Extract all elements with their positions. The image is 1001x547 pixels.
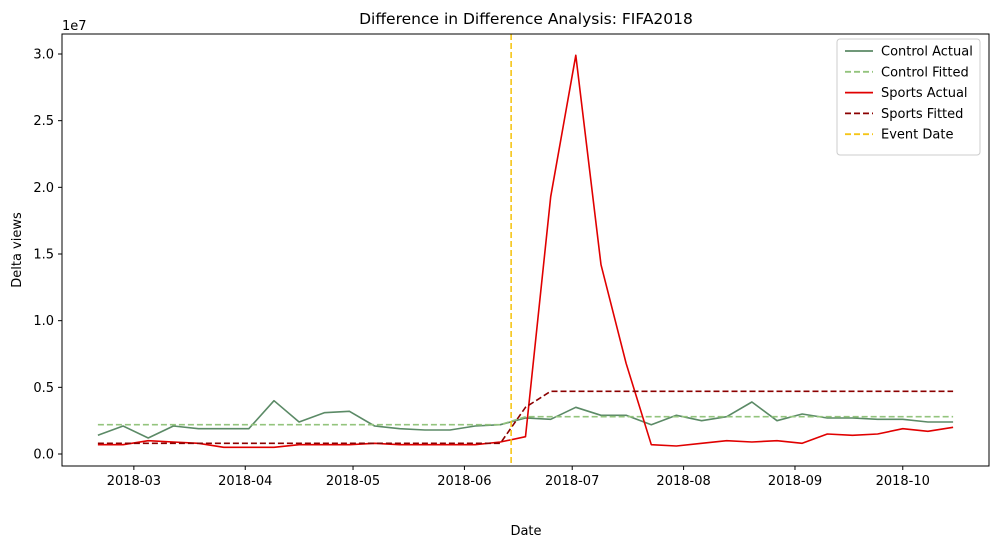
x-tick-label: 2018-10 xyxy=(876,474,930,489)
y-tick-label: 2.5 xyxy=(33,114,54,129)
plot-area xyxy=(97,34,954,466)
y-tick-label: 0.0 xyxy=(33,448,54,463)
legend-label: Control Fitted xyxy=(881,65,969,80)
legend-label: Sports Fitted xyxy=(881,107,963,122)
legend-label: Sports Actual xyxy=(881,86,968,101)
x-tick-label: 2018-07 xyxy=(545,474,599,489)
legend: Control Actual Control Fitted Sports Actua… xyxy=(836,38,981,156)
y-axis: 0.0 0.5 1.0 1.5 2.0 2.5 3.0 xyxy=(33,48,62,463)
chart-title: Difference in Difference Analysis: FIFA2… xyxy=(359,10,693,28)
x-tick-label: 2018-08 xyxy=(656,474,710,489)
series-line-control-actual xyxy=(97,399,954,439)
y-scale-label: 1e7 xyxy=(62,19,87,34)
x-tick-label: 2018-06 xyxy=(437,474,491,489)
y-tick-label: 3.0 xyxy=(33,48,54,63)
y-tick-label: 2.0 xyxy=(33,181,54,196)
series-line-sports-fitted xyxy=(97,390,954,445)
y-tick-label: 0.5 xyxy=(33,381,54,396)
x-axis-label: Date xyxy=(510,524,541,539)
y-axis-label: Delta views xyxy=(10,212,25,288)
x-tick-label: 2018-05 xyxy=(326,474,380,489)
x-tick-label: 2018-09 xyxy=(768,474,822,489)
series-line-sports-actual xyxy=(97,54,954,449)
y-tick-label: 1.5 xyxy=(33,248,54,263)
series-line-control-fitted xyxy=(97,415,954,426)
y-tick-label: 1.0 xyxy=(33,314,54,329)
x-tick-label: 2018-03 xyxy=(107,474,161,489)
legend-label: Event Date xyxy=(881,128,953,143)
plot-frame xyxy=(61,33,990,467)
x-tick-label: 2018-04 xyxy=(218,474,272,489)
legend-box xyxy=(836,38,981,156)
x-axis: 2018-03 2018-04 2018-05 2018-06 2018-07 2018-… xyxy=(107,466,930,489)
legend-label: Control Actual xyxy=(881,45,973,60)
